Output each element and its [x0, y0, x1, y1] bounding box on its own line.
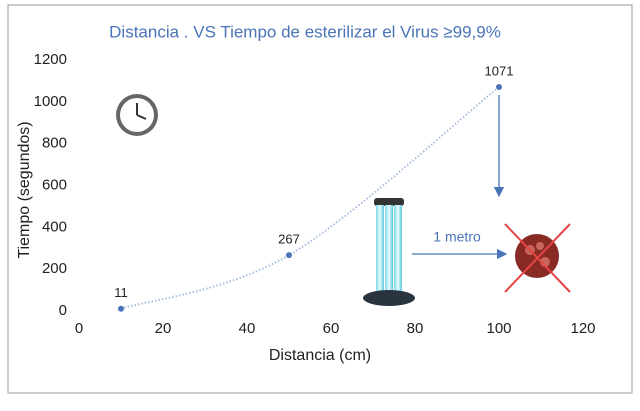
point — [286, 252, 292, 259]
frame — [7, 4, 633, 394]
line — [120, 86, 500, 310]
x-axis-label: Distancia (cm) — [269, 347, 371, 364]
y-tick-label: 0 — [59, 302, 67, 319]
data-label: 11 — [114, 285, 128, 300]
y-tick-label: 1200 — [34, 51, 67, 68]
point — [118, 305, 124, 312]
annotation: 1 metro — [433, 229, 481, 245]
x-tick-label: 60 — [323, 320, 340, 337]
x-tick-label: 20 — [155, 320, 172, 337]
y-tick-label: 400 — [42, 218, 67, 235]
uv-lamp-icon — [363, 198, 415, 306]
y-tick-label: 1000 — [34, 93, 67, 110]
y-tick-label: 600 — [42, 176, 67, 193]
chart-title: Distancia . VS Tiempo de esterilizar el … — [109, 22, 501, 41]
data-label: 1071 — [485, 63, 514, 78]
y-axis-label: Tiempo (segundos) — [16, 121, 33, 258]
x-tick-label: 100 — [486, 320, 511, 337]
point — [496, 83, 502, 90]
x-tick-label: 80 — [407, 320, 424, 337]
clock-icon — [116, 94, 158, 136]
x-tick-label: 40 — [239, 320, 256, 337]
data-label: 267 — [278, 232, 300, 247]
y-tick-label: 200 — [42, 260, 67, 277]
y-tick-label: 800 — [42, 135, 67, 152]
x-tick-label: 120 — [570, 320, 595, 337]
x-tick-label: 0 — [75, 320, 83, 337]
virus-icon — [504, 223, 571, 293]
